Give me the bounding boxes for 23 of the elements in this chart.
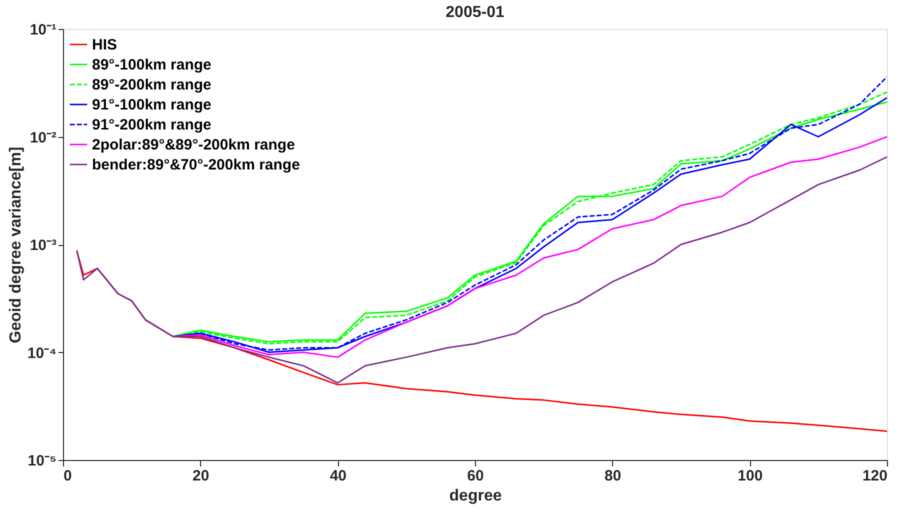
x-axis-title: degree <box>449 488 502 504</box>
y-tick-label: 10⁻⁵ <box>28 452 56 470</box>
x-tick-label: 60 <box>467 468 484 484</box>
legend-label: bender:89°&70°-200km range <box>92 156 300 174</box>
chart-title: 2005-01 <box>446 4 504 21</box>
legend-label: 91°-100km range <box>92 96 212 114</box>
x-tick-label: 80 <box>604 468 622 484</box>
legend-label: HIS <box>92 36 118 54</box>
legend-label: 89°-200km range <box>92 76 212 94</box>
y-axis-title: Geoid degree variance[m] <box>7 146 24 344</box>
legend-label: 91°-200km range <box>92 116 212 134</box>
y-tick-label: 10⁻² <box>30 129 56 146</box>
y-tick-label: 10⁻³ <box>30 237 56 254</box>
legend-label: 89°-100km range <box>92 56 212 74</box>
x-tick-label: 120 <box>862 468 888 484</box>
line-series <box>76 156 887 384</box>
x-tick-label: 20 <box>192 468 210 484</box>
x-tick-label: 40 <box>330 468 347 484</box>
legend-label: 2polar:89°&89°-200km range <box>92 136 295 154</box>
y-tick-label: 10⁻¹ <box>30 22 56 38</box>
x-tick-label: 100 <box>738 468 763 484</box>
y-tick-label: 10⁻⁴ <box>27 344 56 362</box>
x-tick-label: 0 <box>64 468 72 484</box>
